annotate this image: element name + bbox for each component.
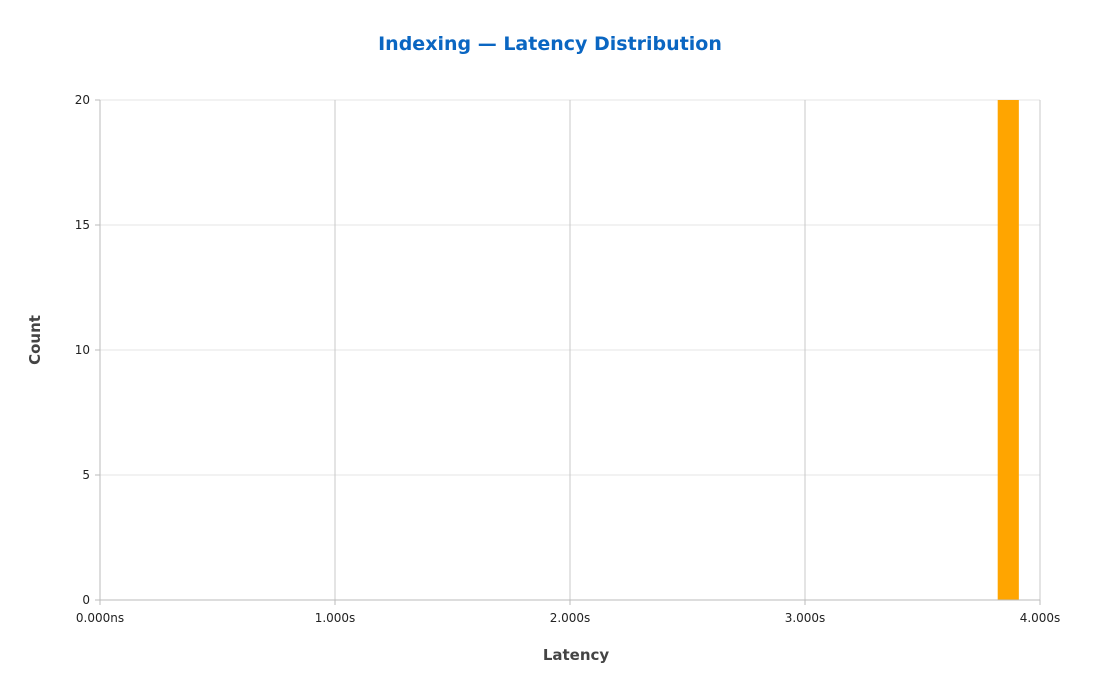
axes xyxy=(95,99,1041,605)
y-tick-label: 20 xyxy=(75,93,90,107)
tick-labels: 0.000ns 1.000s 2.000s 3.000s 4.000s 0 5 10 15 20 xyxy=(75,93,1061,625)
x-tick-label: 4.000s xyxy=(1020,611,1061,625)
x-tick-label: 1.000s xyxy=(315,611,356,625)
grid-lines xyxy=(100,99,1041,600)
x-tick-label: 2.000s xyxy=(550,611,591,625)
y-tick-label: 15 xyxy=(75,218,90,232)
y-tick-label: 5 xyxy=(82,468,90,482)
x-axis-label: Latency xyxy=(543,646,610,664)
x-tick-label: 3.000s xyxy=(785,611,826,625)
chart-title: Indexing — Latency Distribution xyxy=(378,33,722,55)
histogram-bars xyxy=(997,100,1019,600)
y-axis-label: Count xyxy=(26,315,44,365)
histogram-bar xyxy=(997,100,1019,600)
y-tick-label: 0 xyxy=(82,593,90,607)
y-tick-label: 10 xyxy=(75,343,90,357)
x-tick-label: 0.000ns xyxy=(76,611,124,625)
